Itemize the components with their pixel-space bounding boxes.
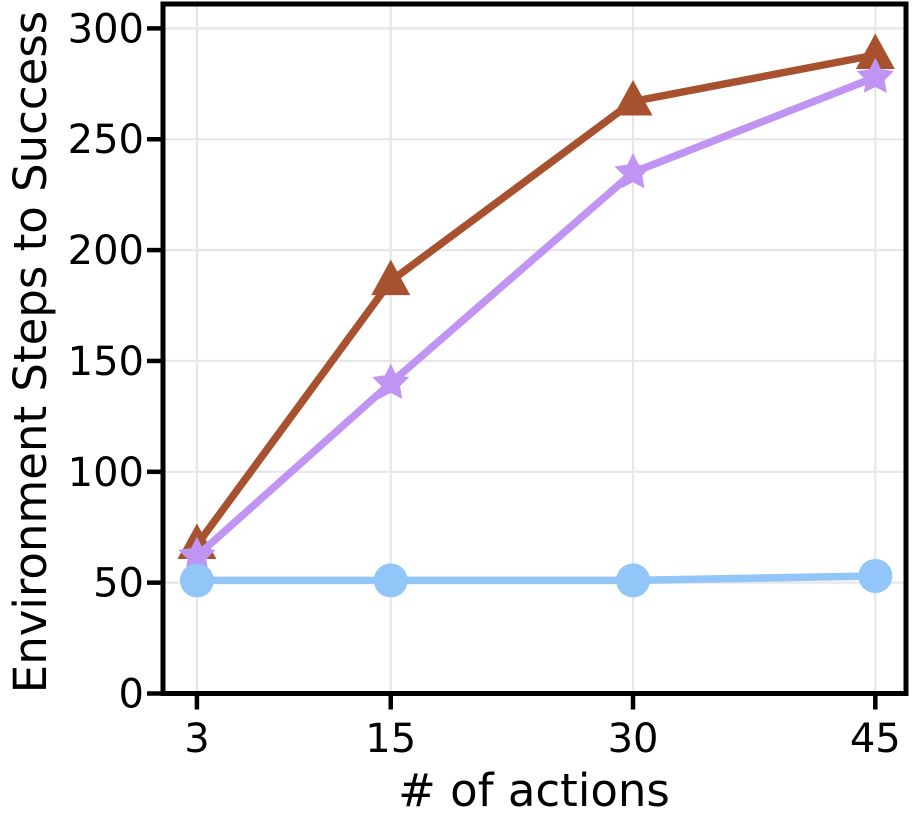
circle-marker [179, 563, 214, 598]
y-tick-label: 300 [68, 6, 144, 52]
axes-frame [160, 1, 909, 696]
series-line-blue-circle-series [193, 572, 880, 585]
circle-marker [858, 558, 893, 593]
y-tick-label: 50 [93, 561, 144, 607]
triangle-up-marker [613, 80, 653, 116]
star-marker [614, 153, 652, 189]
triangle-up-marker [371, 259, 411, 296]
series-line-brown-triangle-series [193, 51, 880, 549]
star-marker [856, 57, 894, 93]
y-axis-label: Environment Steps to Success [4, 11, 57, 693]
x-tick-label: 3 [184, 716, 209, 762]
y-tick-label: 250 [68, 117, 144, 163]
y-tick-label: 150 [68, 339, 144, 385]
x-axis-label: # of actions [398, 764, 670, 817]
star-marker [372, 363, 410, 399]
plot-area: 3 15 30 45 0 50 100 150 200 250 300 [68, 1, 909, 762]
circle-marker [616, 563, 651, 598]
x-tick-label: 15 [365, 716, 416, 762]
x-tick-label: 30 [608, 716, 659, 762]
y-tick-label: 200 [68, 228, 144, 274]
triangle-up-marker [855, 33, 895, 69]
circle-marker [373, 563, 408, 598]
y-tick-label: 100 [68, 450, 144, 496]
star-marker [178, 536, 216, 572]
x-tick-label: 45 [850, 716, 901, 762]
y-tick-label: 0 [119, 672, 144, 718]
series-line-purple-star-series [193, 73, 880, 560]
